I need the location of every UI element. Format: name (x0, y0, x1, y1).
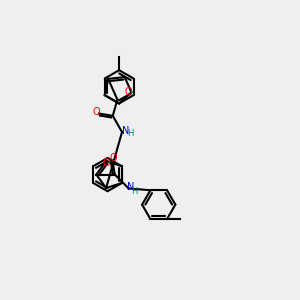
Text: H: H (127, 129, 133, 138)
Text: H: H (131, 188, 138, 196)
Text: O: O (92, 107, 100, 117)
Text: O: O (110, 153, 118, 164)
Text: N: N (122, 126, 130, 136)
Text: O: O (102, 158, 110, 169)
Text: O: O (124, 87, 132, 97)
Text: N: N (127, 182, 135, 192)
